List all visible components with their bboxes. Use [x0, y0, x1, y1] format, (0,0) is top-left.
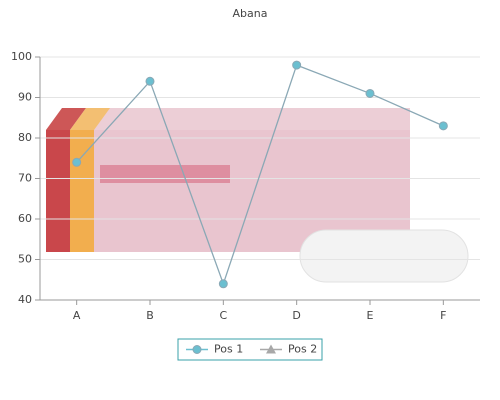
- legend-marker: [266, 344, 276, 354]
- background-image: [46, 108, 469, 283]
- y-tick-label: 70: [18, 172, 32, 185]
- legend-marker: [192, 345, 202, 354]
- x-tick-label: F: [440, 309, 446, 322]
- data-point: [145, 76, 155, 86]
- legend-label: Pos 2: [288, 343, 317, 356]
- x-tick-label: C: [219, 309, 227, 322]
- x-tick-label: E: [367, 309, 374, 322]
- y-tick-label: 90: [18, 91, 32, 104]
- legend: [177, 338, 323, 361]
- data-point: [218, 279, 228, 289]
- x-tick-label: A: [73, 309, 81, 322]
- y-tick-label: 50: [18, 253, 32, 266]
- y-tick-label: 60: [18, 212, 32, 225]
- x-tick-label: D: [292, 309, 300, 322]
- y-tick-label: 80: [18, 131, 32, 144]
- data-point: [72, 157, 82, 167]
- data-point: [292, 60, 302, 70]
- chart-title: Abana: [233, 7, 268, 20]
- y-tick-label: 40: [18, 293, 32, 306]
- series-line: [76, 64, 444, 286]
- legend-label: Pos 1: [214, 343, 243, 356]
- x-tick-label: B: [146, 309, 154, 322]
- legend-box: [177, 338, 323, 361]
- y-tick-label: 100: [11, 50, 32, 63]
- data-point: [438, 121, 448, 131]
- data-point: [365, 88, 375, 98]
